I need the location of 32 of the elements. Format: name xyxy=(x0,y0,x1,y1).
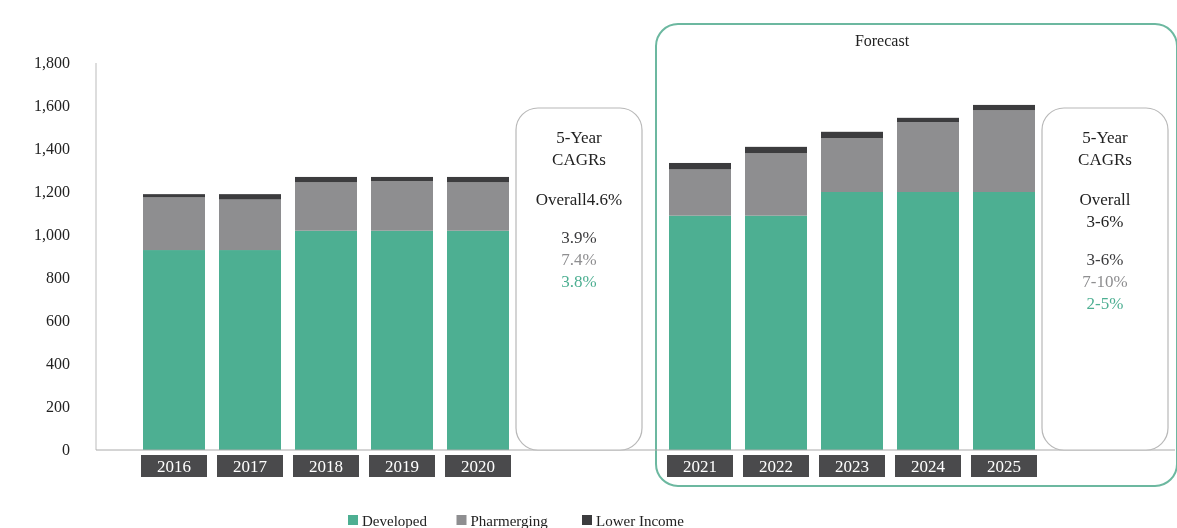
annotation: 3.8% xyxy=(561,272,597,291)
y-tick-label: 1,000 xyxy=(34,226,70,243)
text: 3-6% xyxy=(1086,250,1124,269)
y-tick-label: 1,600 xyxy=(34,97,70,114)
y-tick-label: 400 xyxy=(46,355,70,372)
annotation: 5-Year CAGRs xyxy=(552,128,606,169)
x-tick-label: 2020 xyxy=(461,457,495,476)
text: 7-10% xyxy=(1082,272,1128,291)
x-tick-label: 2016 xyxy=(157,457,191,476)
x-tick-label: 2018 xyxy=(309,457,343,476)
y-tick-label: 1,800 xyxy=(34,54,70,71)
annotation: 3.9% xyxy=(561,228,597,247)
x-tick-label: 2024 xyxy=(911,457,946,476)
text: 2-5% xyxy=(1086,294,1124,313)
annotation: 7.4% xyxy=(561,250,597,269)
x-tick-label: 2025 xyxy=(987,457,1021,476)
x-tick-label: 2019 xyxy=(385,457,419,476)
y-tick-label: 200 xyxy=(46,398,70,415)
x-tick-label: 2021 xyxy=(683,457,717,476)
x-tick-label: 2017 xyxy=(233,457,268,476)
text: Overall 3-6% xyxy=(1079,190,1131,231)
y-tick-label: 600 xyxy=(46,312,70,329)
y-tick-label: 1,400 xyxy=(34,140,70,157)
y-tick-label: 800 xyxy=(46,269,70,286)
legend-label: Lower Income xyxy=(596,513,685,528)
x-tick-label: 2022 xyxy=(759,457,793,476)
annotation: Overall4.6% xyxy=(535,190,623,209)
text: Forecast xyxy=(854,32,910,49)
text: 5-Year CAGRs xyxy=(1078,128,1132,169)
y-tick-label: 1,200 xyxy=(34,183,70,200)
x-tick-label: 2023 xyxy=(835,457,869,476)
y-tick-label: 0 xyxy=(62,441,70,458)
